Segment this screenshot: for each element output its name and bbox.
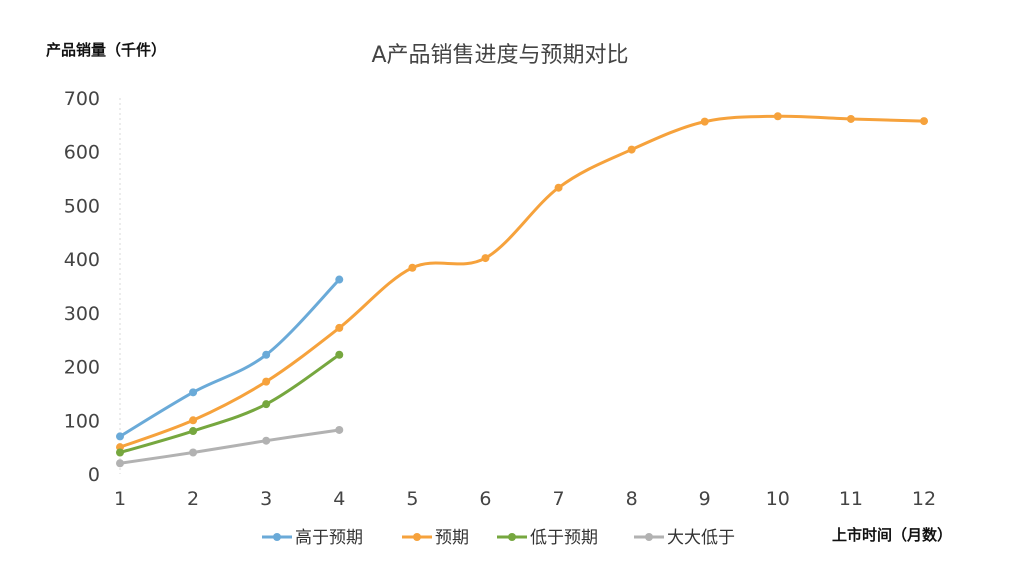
x-ticks: 1 2 3 4 5 6 7 8 9 10 11 12 (114, 488, 936, 510)
x-tick-label: 3 (260, 488, 272, 510)
data-point (189, 448, 198, 457)
legend-label: 低于预期 (530, 528, 598, 548)
series-0 (116, 275, 344, 441)
x-axis-label: 上市时间（月数） (832, 526, 952, 544)
data-point (627, 145, 636, 154)
legend-item: 大大低于 (634, 528, 735, 548)
legend-label: 大大低于 (667, 528, 735, 548)
y-axis-label: 产品销量（千件） (46, 41, 166, 59)
data-point (262, 350, 271, 359)
x-tick-label: 2 (187, 488, 199, 510)
data-point (335, 323, 344, 332)
legend-item: 预期 (402, 528, 469, 548)
series-line (118, 114, 926, 449)
y-tick-label: 700 (64, 88, 100, 110)
x-tick-label: 9 (699, 488, 711, 510)
legend-item: 高于预期 (262, 528, 363, 548)
series-line (118, 428, 341, 465)
x-tick-label: 12 (912, 488, 936, 510)
legend-marker (645, 533, 653, 541)
legend-label: 预期 (435, 528, 469, 548)
data-point (700, 117, 709, 126)
data-point (116, 448, 124, 457)
chart-title: A产品销售进度与预期对比 (371, 43, 628, 68)
legend-marker (508, 533, 516, 541)
x-tick-label: 7 (552, 488, 564, 510)
data-point (262, 436, 271, 445)
series-line (118, 353, 341, 455)
data-point (408, 263, 417, 272)
y-tick-label: 0 (88, 464, 100, 486)
x-tick-label: 10 (766, 488, 790, 510)
x-tick-label: 1 (114, 488, 126, 510)
data-point (116, 432, 124, 441)
series-2 (116, 350, 344, 457)
y-tick-label: 600 (64, 142, 100, 164)
series-line (118, 278, 341, 438)
data-point (116, 459, 124, 468)
y-tick-label: 200 (64, 357, 100, 379)
y-ticks: 0 100 200 300 400 500 600 700 (64, 88, 100, 486)
data-point (335, 275, 344, 284)
y-tick-label: 100 (64, 410, 100, 432)
data-point (189, 427, 198, 436)
data-point (481, 254, 490, 263)
data-point (262, 400, 271, 409)
x-tick-label: 4 (333, 488, 345, 510)
x-tick-label: 5 (406, 488, 418, 510)
series-1 (116, 112, 928, 452)
legend-label: 高于预期 (295, 528, 363, 548)
data-point (554, 183, 563, 192)
x-tick-label: 11 (839, 488, 863, 510)
data-point (335, 425, 344, 434)
y-tick-label: 400 (64, 249, 100, 271)
data-point (189, 416, 198, 425)
y-tick-label: 300 (64, 303, 100, 325)
legend-item: 低于预期 (497, 528, 598, 548)
data-point (846, 114, 855, 123)
series-layer (116, 112, 928, 468)
data-point (262, 377, 271, 386)
data-point (335, 350, 344, 359)
data-point (773, 112, 782, 121)
data-point (189, 388, 198, 397)
series-3 (116, 425, 344, 468)
data-point (920, 117, 928, 126)
legend-marker (273, 533, 281, 541)
legend-marker (413, 533, 421, 541)
x-tick-label: 8 (626, 488, 638, 510)
y-tick-label: 500 (64, 195, 100, 217)
legend: 高于预期 预期 低于预期 大大低于 (262, 528, 735, 548)
x-tick-label: 6 (479, 488, 491, 510)
